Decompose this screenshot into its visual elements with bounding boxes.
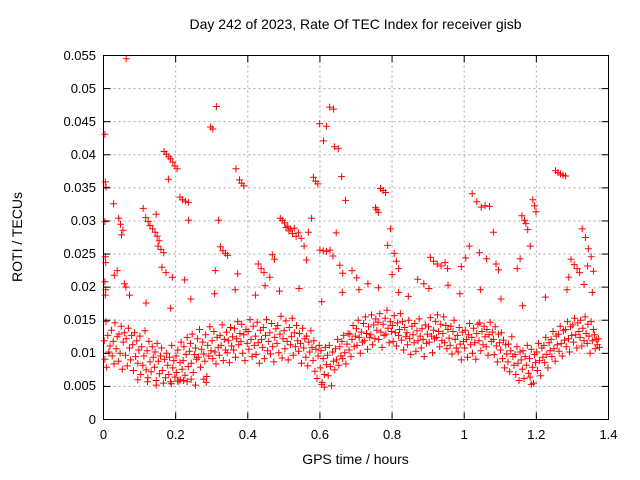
x-axis-title: GPS time / hours <box>302 451 409 467</box>
plot-border <box>103 55 609 420</box>
x-tick-label: 0.2 <box>166 427 185 442</box>
scatter-points <box>100 55 603 391</box>
y-tick-label: 0.015 <box>63 312 96 328</box>
y-tick-label: 0.005 <box>63 378 96 394</box>
y-tick-label: 0 <box>88 411 96 427</box>
y-tick-label: 0.03 <box>70 212 96 228</box>
x-tick-label: 0.4 <box>238 427 257 442</box>
x-tick-label: 0.6 <box>310 427 329 442</box>
y-tick-label: 0.045 <box>63 113 96 129</box>
chart-title: Day 242 of 2023, Rate Of TEC Index for r… <box>189 16 522 32</box>
y-tick-label: 0.055 <box>63 47 96 63</box>
x-tick-label: 1 <box>460 427 468 442</box>
x-tick-label: 1.4 <box>599 427 618 442</box>
x-tick-label: 1.2 <box>527 427 546 442</box>
y-tick-label: 0.01 <box>70 345 96 361</box>
x-tick-label: 0.8 <box>383 427 402 442</box>
y-tick-label: 0.035 <box>63 179 96 195</box>
x-tick-label: 0 <box>99 427 108 442</box>
y-tick-label: 0.025 <box>63 246 96 262</box>
y-tick-label: 0.04 <box>70 146 96 162</box>
y-tick-label: 0.05 <box>70 80 96 96</box>
y-tick-label: 0.02 <box>70 279 96 295</box>
